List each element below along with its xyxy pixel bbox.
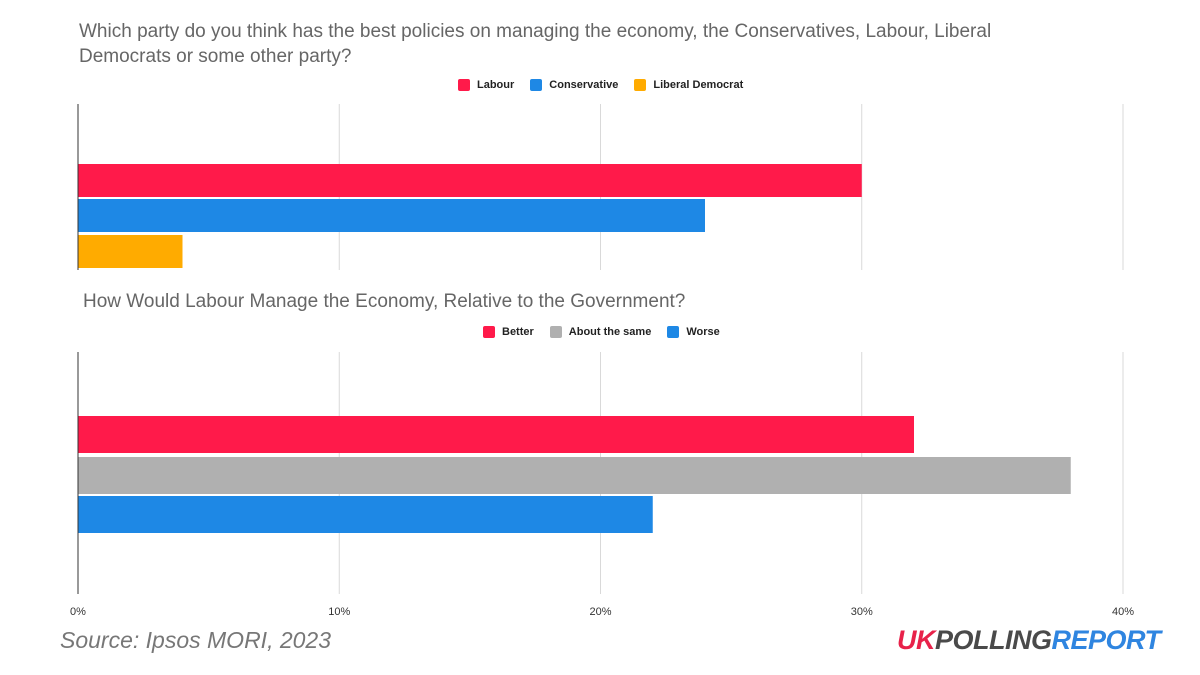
chart-1-title: Which party do you think has the best po… (79, 21, 992, 67)
legend-label-conservative: Conservative (549, 79, 619, 91)
bar-conservative[interactable] (78, 199, 705, 232)
legend-swatch-better (483, 326, 495, 338)
legend-label-labour: Labour (477, 79, 515, 91)
legend-item-labour[interactable]: Labour (458, 79, 514, 91)
bar-about-the-same[interactable] (78, 457, 1071, 494)
brand-logo: UK POLLING REPORT (897, 625, 1161, 656)
x-tick-label: 30% (851, 606, 873, 618)
brand-report: REPORT (1051, 625, 1162, 655)
legend-item-better[interactable]: Better (483, 326, 534, 338)
bar-worse[interactable] (78, 496, 653, 533)
bar-labour[interactable] (78, 164, 862, 197)
chart-2-title: How Would Labour Manage the Economy, Rel… (83, 291, 686, 312)
legend-label-liberal-democrat: Liberal Democrat (653, 79, 744, 91)
x-tick-label: 20% (589, 606, 611, 618)
legend-label-better: Better (502, 326, 534, 338)
brand-polling: POLLING (935, 625, 1052, 655)
x-tick-label: 40% (1112, 606, 1134, 618)
legend-item-conservative[interactable]: Conservative (530, 79, 618, 91)
legend-swatch-liberal-democrat (634, 79, 647, 91)
chart-1-legend: Labour Conservative Liberal Democrat (458, 79, 743, 91)
source-note: Source: Ipsos MORI, 2023 (60, 627, 332, 653)
legend-swatch-labour (458, 79, 470, 91)
bar-liberal-democrat[interactable] (78, 235, 183, 268)
legend-swatch-about-the-same (549, 326, 562, 338)
brand-uk: UK (897, 625, 936, 655)
legend-label-about-the-same: About the same (568, 326, 652, 338)
chart-2-legend: Better About the same Worse (483, 326, 720, 338)
legend-item-liberal-democrat[interactable]: Liberal Democrat (634, 79, 743, 91)
legend-item-about-the-same[interactable]: About the same (549, 326, 652, 338)
legend-label-worse: Worse (686, 326, 720, 338)
legend-swatch-conservative (530, 79, 543, 91)
x-tick-label: 10% (328, 606, 350, 618)
legend-item-worse[interactable]: Worse (667, 326, 720, 338)
x-tick-label: 0% (70, 606, 86, 618)
legend-swatch-worse (667, 326, 680, 338)
bar-better[interactable] (78, 416, 914, 453)
